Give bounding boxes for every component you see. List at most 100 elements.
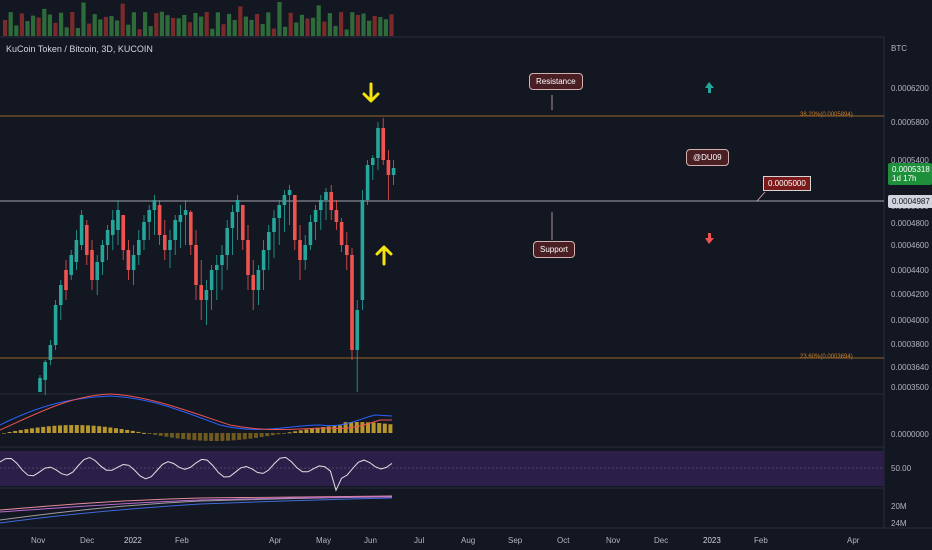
macd-histogram-bar xyxy=(332,425,337,433)
macd-histogram-bar xyxy=(265,433,270,437)
price-tick-label: 0.0003640 xyxy=(891,363,929,372)
macd-histogram-bar xyxy=(46,426,51,433)
volume-bar xyxy=(266,12,271,36)
volume-bar xyxy=(238,6,243,37)
candle-body xyxy=(308,222,313,245)
target-price-callout[interactable]: 0.0005000 xyxy=(763,176,811,191)
volume-bar xyxy=(8,12,13,37)
volume-bar xyxy=(75,28,80,36)
candle-body xyxy=(303,245,307,260)
candle-body xyxy=(225,228,229,255)
red-down-arrow-icon xyxy=(705,233,714,244)
volume-bar xyxy=(322,21,327,36)
candle-body xyxy=(334,210,339,222)
macd-histogram-bar xyxy=(315,427,320,433)
macd-histogram-bar xyxy=(326,426,331,433)
candle-body xyxy=(293,195,297,240)
time-tick-label: May xyxy=(316,536,332,545)
indicator-line-blue xyxy=(0,497,393,524)
volume-bar xyxy=(299,14,304,36)
macd-axis-label: 0.0000000 xyxy=(891,430,929,439)
candle-body xyxy=(220,255,224,265)
macd-histogram-bar xyxy=(69,425,74,433)
time-tick-label: Jul xyxy=(414,536,425,545)
volume-bar xyxy=(249,19,254,36)
macd-histogram-bar xyxy=(91,425,96,433)
volume-bar xyxy=(126,24,131,36)
volume-bar xyxy=(339,12,344,37)
candle-body xyxy=(147,210,151,222)
volume-bar xyxy=(115,20,120,36)
candle-body xyxy=(246,240,250,275)
vol-axis-label-2: 24M xyxy=(891,519,907,528)
candle-body xyxy=(350,255,354,350)
volume-bar xyxy=(333,25,338,36)
volume-bar xyxy=(109,16,114,36)
macd-histogram-bar xyxy=(371,422,376,433)
volume-bar xyxy=(316,5,321,37)
price-tick-label: 0.0004800 xyxy=(891,219,929,228)
volume-bar xyxy=(232,20,237,36)
candle-body xyxy=(79,215,84,245)
macd-histogram-bar xyxy=(181,433,186,440)
price-axis-unit: BTC xyxy=(891,44,907,53)
candle-body xyxy=(168,240,172,250)
macd-histogram-bar xyxy=(74,425,79,433)
candle-body xyxy=(53,305,58,345)
fib-upper-label: 38.20%(0.0005894) xyxy=(800,112,853,118)
macd-histogram-bar xyxy=(248,433,253,439)
candle-body xyxy=(152,200,157,210)
macd-histogram-bar xyxy=(13,431,18,433)
volume-bar xyxy=(344,29,349,36)
support-callout[interactable]: Support xyxy=(533,241,576,258)
time-tick-label: Feb xyxy=(754,536,768,545)
line-price-badge: 0.0004987 xyxy=(888,195,932,208)
macd-histogram-bar xyxy=(209,433,214,441)
volume-bar xyxy=(187,22,192,36)
volume-bar xyxy=(64,27,69,36)
macd-line xyxy=(0,395,393,430)
macd-histogram-bar xyxy=(192,433,197,441)
candle-body xyxy=(183,210,188,215)
volume-bar xyxy=(255,13,260,36)
macd-histogram-bar xyxy=(259,433,264,438)
candle-body xyxy=(142,222,146,240)
candlesticks xyxy=(38,118,396,395)
price-tick-label: 0.0003800 xyxy=(891,340,929,349)
candle-body xyxy=(329,192,333,210)
macd-histogram-bar xyxy=(254,433,258,438)
macd-histogram-bar xyxy=(343,422,348,433)
macd-histogram-bar xyxy=(35,427,40,433)
macd-histogram-bar xyxy=(136,431,141,433)
macd-histogram-bar xyxy=(164,433,169,437)
vol-axis-label-1: 20M xyxy=(891,502,907,511)
candle-body xyxy=(90,250,94,280)
candle-body xyxy=(100,245,105,262)
volume-bar xyxy=(221,24,226,36)
price-tick-label: 0.0004400 xyxy=(891,266,929,275)
macd-histogram-bar xyxy=(2,433,6,434)
candle-body xyxy=(116,210,120,230)
price-tick-label: 0.0004000 xyxy=(891,316,929,325)
candle-body xyxy=(38,378,42,392)
resistance-callout[interactable]: Resistance xyxy=(529,73,583,90)
candle-body xyxy=(365,165,370,200)
author-callout[interactable]: @DU09 xyxy=(686,149,729,166)
macd-histogram-bar xyxy=(354,422,359,433)
macd-histogram-bar xyxy=(220,433,225,441)
volume-bar xyxy=(25,21,30,36)
candle-body xyxy=(251,275,255,290)
candle-body xyxy=(282,195,287,205)
candle-body xyxy=(126,250,131,270)
macd-histogram-bar xyxy=(226,433,230,441)
macd-histogram-bar xyxy=(287,432,292,434)
volume-bar xyxy=(59,12,64,36)
candle-body xyxy=(189,212,193,245)
time-tick-label: Apr xyxy=(269,536,282,545)
volume-bar xyxy=(19,13,24,37)
volume-bar xyxy=(204,12,209,36)
macd-histogram-bar xyxy=(186,433,191,440)
candle-body xyxy=(371,158,375,165)
